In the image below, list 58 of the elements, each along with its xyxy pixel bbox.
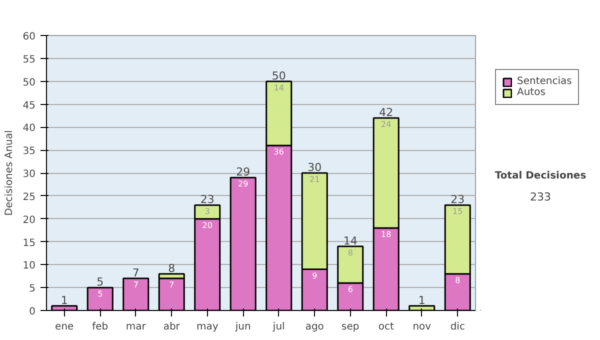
y-tick-label: 10 xyxy=(22,260,36,272)
x-tick-label: oct xyxy=(378,322,394,332)
y-axis-title: Decisiones Anual xyxy=(4,130,15,216)
data-label: 21 xyxy=(310,175,320,184)
data-label: 14 xyxy=(274,83,284,92)
x-tick-label: nov xyxy=(412,322,432,332)
x-tick-label: ene xyxy=(55,322,74,332)
x-tick-label: dic xyxy=(450,322,465,332)
y-tick-label: 0 xyxy=(29,306,36,318)
y-tick-label: 55 xyxy=(22,54,36,66)
total-label: 14 xyxy=(343,234,358,248)
y-tick-label: 5 xyxy=(29,284,36,295)
text: 233 xyxy=(530,190,551,204)
data-label: 20 xyxy=(202,220,212,230)
data-label: 3 xyxy=(204,207,210,216)
text: Total Decisiones xyxy=(494,170,586,182)
legend-label: Sentencias xyxy=(517,76,572,87)
data-label: 18 xyxy=(381,230,392,239)
y-tick-label: 25 xyxy=(22,192,36,203)
y-tick-label: 45 xyxy=(22,100,36,112)
data-label: 36 xyxy=(274,148,284,156)
total-label: 50 xyxy=(272,69,286,82)
y-tick-label: 35 xyxy=(22,146,36,158)
data-label: 6 xyxy=(348,285,353,294)
total-label: 30 xyxy=(308,161,322,174)
x-tick-label: may xyxy=(196,322,218,332)
total-label: 29 xyxy=(236,166,250,179)
y-tick-label: 30 xyxy=(22,169,36,180)
y-tick-label: 20 xyxy=(22,214,36,226)
data-label: 8 xyxy=(348,248,353,258)
y-tick-label: 60 xyxy=(22,32,36,42)
total-label: 5 xyxy=(96,276,104,289)
total-label: 8 xyxy=(168,262,176,275)
y-tick-label: 40 xyxy=(22,123,36,134)
data-label: 7 xyxy=(169,280,174,290)
data-label: 7 xyxy=(133,280,138,290)
y-tick-label: 15 xyxy=(22,238,36,249)
x-tick-label: jun xyxy=(234,322,251,332)
x-tick-label: sep xyxy=(342,322,360,332)
x-tick-label: abr xyxy=(163,322,181,332)
data-label: 24 xyxy=(381,120,392,129)
data-label: 5 xyxy=(98,290,103,299)
x-tick-label: feb xyxy=(92,322,108,332)
legend-label: Autos xyxy=(517,87,546,98)
total-label: 7 xyxy=(132,266,140,280)
y-tick-label: 50 xyxy=(22,77,36,88)
data-label: 9 xyxy=(312,271,318,280)
total-label: 23 xyxy=(200,193,214,206)
total-label: 1 xyxy=(60,294,68,307)
data-label: 8 xyxy=(455,276,460,285)
data-label: 29 xyxy=(238,180,248,189)
total-label: 1 xyxy=(418,294,426,307)
data-label: 15 xyxy=(452,207,463,216)
total-label: 42 xyxy=(379,106,394,119)
x-tick-label: mar xyxy=(126,322,147,332)
x-tick-label: jul xyxy=(272,322,285,332)
total-label: 23 xyxy=(450,193,465,206)
x-tick-label: ago xyxy=(305,322,324,332)
